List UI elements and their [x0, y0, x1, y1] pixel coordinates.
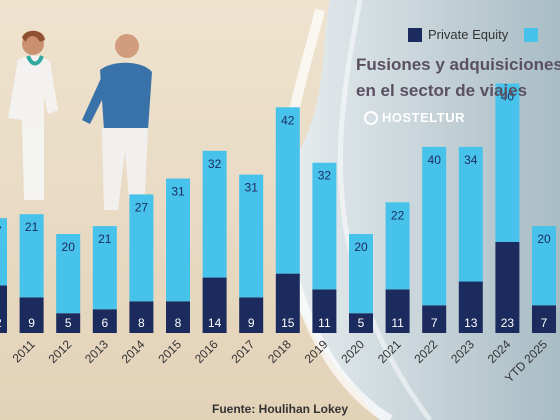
value-label-private-equity-2021: 11: [391, 316, 404, 330]
man-figure: [82, 34, 152, 210]
bar-private-equity-2014: [129, 301, 154, 333]
value-label-private-equity-2012: 5: [65, 316, 72, 330]
value-label-private-equity-2017: 9: [248, 316, 255, 330]
bar-private-equity-2020: [349, 313, 373, 333]
x-tick-label-2019: 2019: [302, 337, 331, 366]
value-label-private-equity-YTD-2025: 7: [541, 316, 548, 330]
bar-other-2018: [275, 107, 300, 274]
bar-private-equity-2011: [19, 297, 44, 333]
x-tick-label-2010: 2010: [0, 337, 1, 366]
value-label-other-2024: 40: [501, 90, 515, 104]
logo-mark-icon: [364, 110, 378, 125]
bar-other-2024: [495, 83, 520, 242]
bar-private-equity-2021: [385, 289, 410, 333]
x-tick-label-2018: 2018: [265, 337, 294, 366]
chart-title: Fusiones y adquisiciones en el sector de…: [356, 52, 560, 104]
value-label-other-2020: 20: [354, 240, 368, 254]
bar-other-2016: [202, 150, 227, 278]
value-label-other-2013: 21: [98, 232, 112, 246]
bar-private-equity-2013: [92, 309, 117, 333]
value-label-other-2010: 17: [0, 224, 2, 238]
value-label-private-equity-2010: 12: [0, 316, 2, 330]
value-label-private-equity-2011: 9: [28, 316, 35, 330]
bar-other-2022: [422, 146, 447, 306]
x-tick-label-2011: 2011: [10, 337, 38, 365]
value-label-private-equity-2013: 6: [101, 316, 108, 330]
bar-other-2012: [56, 234, 81, 314]
chart-title-line2: en el sector de viajes: [356, 81, 528, 100]
source-note: Fuente: Houlihan Lokey: [211, 402, 348, 416]
x-tick-label-2013: 2013: [82, 337, 111, 366]
x-tick-label-2012: 2012: [46, 337, 75, 366]
bar-other-2023: [458, 146, 483, 282]
value-label-private-equity-2015: 8: [175, 316, 182, 330]
value-label-other-2014: 27: [135, 200, 149, 214]
hosteltur-logo: HOSTELTUR: [364, 110, 465, 125]
value-label-other-2011: 21: [25, 220, 39, 234]
bar-private-equity-2019: [312, 289, 337, 333]
woman-figure: [8, 30, 58, 201]
bars-layer: [0, 83, 556, 333]
bar-other-2020: [349, 234, 373, 314]
bar-private-equity-2012: [56, 313, 81, 333]
value-label-private-equity-2016: 14: [208, 316, 222, 330]
x-tick-label-2023: 2023: [448, 337, 477, 366]
bar-private-equity-2022: [422, 305, 447, 333]
value-label-other-2018: 42: [281, 113, 295, 127]
bar-other-2011: [19, 214, 44, 298]
value-label-other-2015: 31: [171, 185, 185, 199]
x-tick-label-2014: 2014: [119, 337, 148, 366]
legend-label-private-equity: Private Equity: [428, 27, 509, 42]
value-label-other-2023: 34: [464, 153, 478, 167]
x-tick-label-2022: 2022: [412, 337, 441, 366]
bar-private-equity-2010: [0, 285, 7, 333]
chart-title-line1: Fusiones y adquisiciones: [356, 55, 560, 74]
bar-private-equity-2015: [166, 301, 190, 333]
value-label-private-equity-2018: 15: [281, 316, 295, 330]
x-tick-label-2017: 2017: [229, 337, 258, 366]
legend-swatch-other: [524, 27, 539, 42]
bar-other-YTD-2025: [532, 226, 556, 306]
x-tick-label-2024: 2024: [485, 337, 514, 366]
bar-other-2010: [0, 218, 7, 286]
value-label-private-equity-2024: 23: [501, 316, 515, 330]
bar-private-equity-YTD-2025: [532, 305, 556, 333]
value-label-private-equity-2014: 8: [138, 316, 145, 330]
bar-other-2013: [92, 226, 117, 310]
x-tick-labels-layer: 2010201120122013201420152016201720182019…: [0, 337, 550, 385]
bar-other-2017: [239, 174, 264, 298]
x-tick-label-2015: 2015: [155, 337, 184, 366]
logo-text: HOSTELTUR: [382, 110, 465, 125]
bar-other-2021: [385, 202, 410, 290]
x-tick-label-2020: 2020: [338, 337, 367, 366]
legend: Private Equity: [408, 27, 544, 42]
value-label-private-equity-2019: 11: [318, 316, 331, 330]
value-label-private-equity-2022: 7: [431, 316, 438, 330]
bar-private-equity-2017: [239, 297, 264, 333]
bar-private-equity-2024: [495, 241, 520, 333]
value-label-private-equity-2023: 13: [464, 316, 478, 330]
bar-other-2015: [166, 178, 190, 302]
x-tick-label-2021: 2021: [375, 337, 404, 366]
value-label-other-2012: 20: [62, 240, 76, 254]
value-label-other-2022: 40: [428, 153, 442, 167]
value-labels-layer: 12 17 9 21 5 20 6 21 8 27 8 31 14 32 9 31 15 42 11 32 5 20 11 2…: [0, 90, 551, 330]
bar-other-2014: [129, 194, 154, 302]
bar-private-equity-2016: [202, 277, 227, 333]
bar-private-equity-2023: [458, 281, 483, 333]
bar-other-2019: [312, 162, 337, 290]
value-label-other-2021: 22: [391, 208, 405, 222]
value-label-other-2016: 32: [208, 157, 222, 171]
x-tick-label-2016: 2016: [192, 337, 221, 366]
value-label-other-2019: 32: [318, 169, 332, 183]
bar-private-equity-2018: [275, 273, 300, 333]
value-label-other-YTD-2025: 20: [537, 232, 551, 246]
value-label-private-equity-2020: 5: [358, 316, 365, 330]
value-label-other-2017: 31: [245, 181, 259, 195]
legend-swatch-private-equity: [408, 27, 422, 42]
